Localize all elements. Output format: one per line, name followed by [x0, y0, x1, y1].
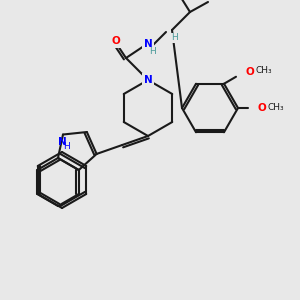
Text: O: O	[246, 67, 255, 77]
Text: CH₃: CH₃	[255, 66, 272, 75]
Text: H: H	[64, 142, 70, 151]
Text: O: O	[112, 36, 120, 46]
Text: N: N	[58, 136, 66, 146]
Text: CH₃: CH₃	[267, 103, 284, 112]
Text: N: N	[144, 75, 152, 85]
Text: H: H	[150, 47, 156, 56]
Text: O: O	[258, 103, 267, 113]
Text: N: N	[144, 39, 152, 49]
Text: H: H	[171, 34, 177, 43]
